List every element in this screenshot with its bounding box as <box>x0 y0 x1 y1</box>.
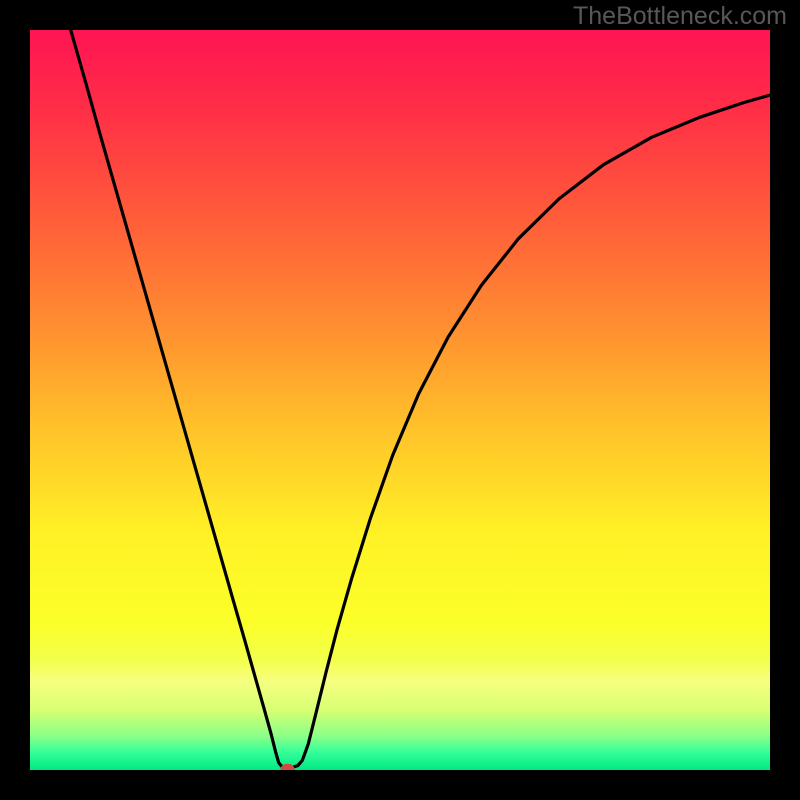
attribution-text: TheBottleneck.com <box>573 2 787 31</box>
plot-frame <box>30 30 770 770</box>
chart-container: TheBottleneck.com <box>0 0 800 800</box>
